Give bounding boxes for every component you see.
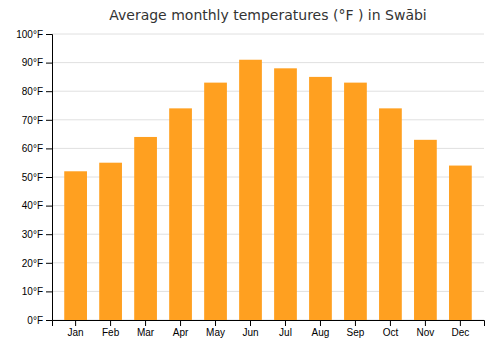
- y-tick: 50°F: [22, 172, 52, 183]
- y-tick-label: 70°F: [22, 115, 43, 126]
- x-tick-mark: [460, 320, 461, 326]
- y-tick-mark: [46, 320, 52, 321]
- y-tick-label: 60°F: [22, 143, 43, 154]
- y-tick-mark: [46, 34, 52, 35]
- bar: [309, 77, 332, 320]
- x-tick: Jul: [279, 320, 292, 338]
- grid-line: [52, 34, 484, 35]
- grid-line: [52, 119, 484, 120]
- y-axis-line: [46, 35, 53, 321]
- y-tick-mark: [46, 234, 52, 235]
- x-tick: Feb: [102, 320, 120, 338]
- bar: [449, 166, 472, 320]
- y-tick-label: 80°F: [22, 86, 43, 97]
- x-tick-mark: [390, 320, 391, 326]
- y-tick: 60°F: [22, 143, 52, 154]
- x-tick-label: Mar: [137, 327, 155, 338]
- x-tick-label: Jun: [242, 327, 258, 338]
- chart: 0°F 10°F 20°F 30°F 40°F 50°F 60°F 70°F 80°F 90°F 1…: [0, 0, 500, 350]
- x-tick-label: Apr: [173, 327, 189, 338]
- y-tick-label: 20°F: [22, 258, 43, 269]
- plot: 0°F 10°F 20°F 30°F 40°F 50°F 60°F 70°F 80°F 90°F 1…: [16, 29, 484, 338]
- bars: [64, 60, 472, 320]
- y-axis: 0°F 10°F 20°F 30°F 40°F 50°F 60°F 70°F 80°F 90°F 1…: [16, 29, 52, 326]
- y-tick: 70°F: [22, 115, 52, 126]
- x-tick-mark: [285, 320, 286, 326]
- bar: [414, 140, 437, 320]
- y-tick: 10°F: [22, 286, 52, 297]
- x-tick-label: Nov: [417, 327, 435, 338]
- x-tick-label: May: [206, 327, 225, 338]
- y-tick-mark: [46, 263, 52, 264]
- y-tick-mark: [46, 291, 52, 292]
- x-tick: Aug: [312, 320, 330, 338]
- x-tick-mark: [145, 320, 146, 326]
- bar: [99, 163, 122, 320]
- x-tick-mark: [425, 320, 426, 326]
- x-tick-mark: [250, 320, 251, 326]
- x-tick: May: [206, 320, 225, 338]
- x-tick-label: Jan: [68, 327, 84, 338]
- x-tick-mark: [180, 320, 181, 326]
- y-tick-mark: [46, 148, 52, 149]
- x-tick: Nov: [417, 320, 435, 338]
- bar: [64, 171, 87, 320]
- x-tick-mark: [110, 320, 111, 326]
- x-tick-label: Dec: [451, 327, 469, 338]
- title: Average monthly temperatures (°F ) in Sw…: [109, 7, 427, 23]
- bar: [169, 108, 192, 320]
- y-tick: 40°F: [22, 200, 52, 211]
- y-tick-label: 90°F: [22, 57, 43, 68]
- x-axis: Jan Feb Mar Apr May Jun Jul Aug Sep Oct Nov Dec: [53, 320, 485, 338]
- y-tick-mark: [46, 63, 52, 64]
- x-tick-mark: [75, 320, 76, 326]
- x-tick-label: Oct: [383, 327, 399, 338]
- x-tick: Dec: [451, 320, 469, 338]
- x-tick: Sep: [347, 320, 365, 338]
- x-tick: Mar: [137, 320, 155, 338]
- y-tick-label: 100°F: [16, 29, 43, 40]
- grid: [52, 34, 484, 320]
- x-tick-mark: [320, 320, 321, 326]
- bar: [344, 83, 367, 320]
- x-tick-mark: [215, 320, 216, 326]
- y-tick-label: 50°F: [22, 172, 43, 183]
- x-tick-label: Jul: [279, 327, 292, 338]
- y-tick: 100°F: [16, 29, 52, 40]
- y-tick: 90°F: [22, 57, 52, 68]
- y-tick: 80°F: [22, 86, 52, 97]
- y-tick-label: 40°F: [22, 200, 43, 211]
- y-tick-label: 10°F: [22, 286, 43, 297]
- x-tick-mark: [355, 320, 356, 326]
- x-tick-label: Feb: [102, 327, 120, 338]
- bar: [134, 137, 157, 320]
- y-tick-label: 30°F: [22, 229, 43, 240]
- x-tick: Jan: [68, 320, 84, 338]
- bar: [204, 83, 227, 320]
- grid-line: [52, 62, 484, 63]
- y-tick-mark: [46, 91, 52, 92]
- x-tick: Apr: [173, 320, 189, 338]
- y-tick: 0°F: [27, 315, 52, 326]
- x-tick-label: Sep: [347, 327, 365, 338]
- grid-line: [52, 91, 484, 92]
- y-tick-mark: [46, 177, 52, 178]
- y-tick-mark: [46, 206, 52, 207]
- y-tick: 30°F: [22, 229, 52, 240]
- bar: [274, 68, 297, 320]
- y-tick-label: 0°F: [27, 315, 43, 326]
- x-tick: Oct: [383, 320, 399, 338]
- bar: [379, 108, 402, 320]
- x-tick: Jun: [242, 320, 258, 338]
- x-axis-line: [53, 321, 485, 327]
- y-tick-mark: [46, 120, 52, 121]
- y-tick: 20°F: [22, 258, 52, 269]
- bar: [239, 60, 262, 320]
- x-tick-label: Aug: [312, 327, 330, 338]
